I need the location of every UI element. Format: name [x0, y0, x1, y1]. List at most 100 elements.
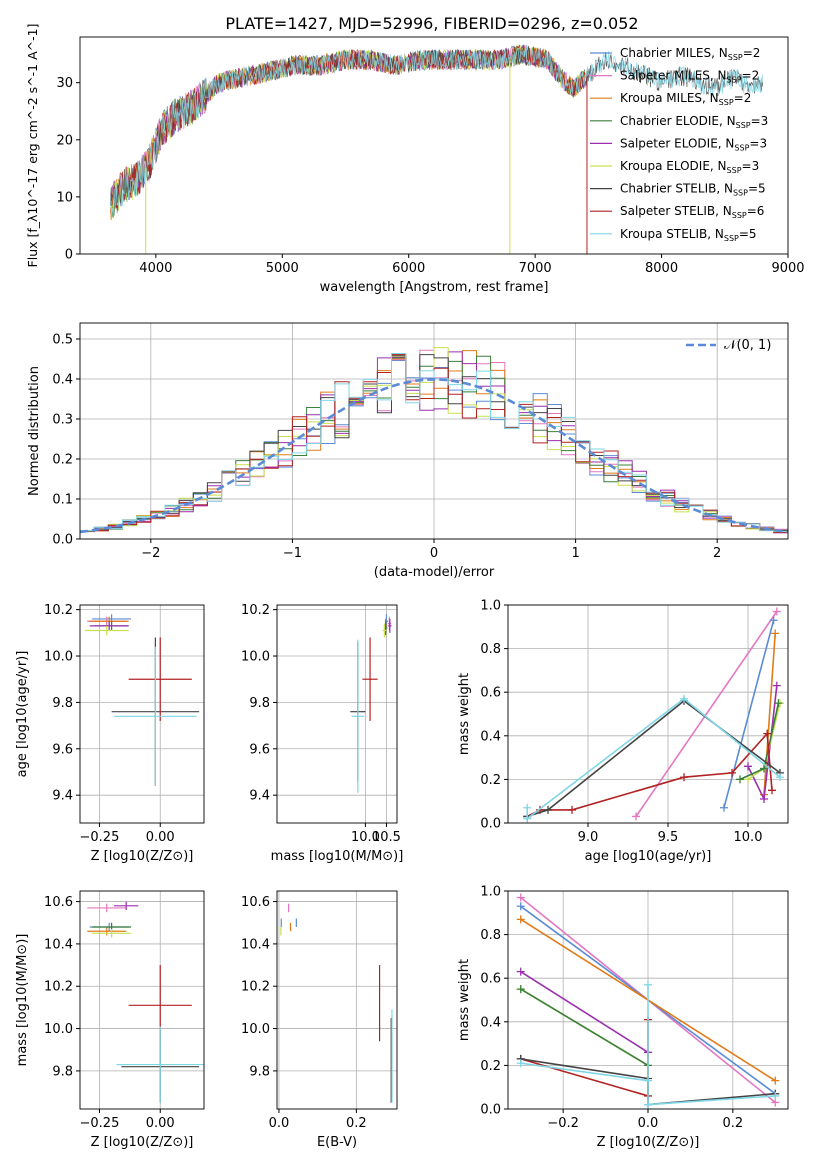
y-tick-label: 10.2 — [44, 603, 73, 618]
x-tick-label: 6000 — [392, 261, 425, 276]
y-tick-label: 9.8 — [52, 1064, 73, 1079]
data-point — [728, 768, 736, 777]
series-line — [520, 984, 776, 1106]
x-tick-label: 0.0 — [638, 1116, 659, 1131]
x-tick-label: 0.00 — [146, 1116, 175, 1131]
panel-mass-vs-Z: −0.25 0.00 9.8 10.0 10.2 10.4 10.6 Z [log10(Z/Z… — [15, 890, 205, 1150]
series — [523, 729, 776, 821]
legend-tail: =2 — [742, 69, 760, 83]
series-line — [635, 611, 778, 817]
spectrum-line-chabrier-miles — [110, 44, 586, 214]
data-point — [772, 681, 781, 690]
spectrum-line-kroupa-stelib — [109, 46, 764, 217]
plot-area — [80, 891, 204, 1109]
legend-entry: Chabrier STELIB, NSSP=5 — [620, 182, 766, 198]
x-tick-label: 0.0 — [269, 1116, 290, 1131]
spectrum-line-salpeter-miles — [109, 45, 586, 219]
data-point — [736, 775, 744, 784]
axes-frame — [79, 890, 205, 1110]
x-axis-label: Z [log10(Z/Z⊙)] — [91, 849, 194, 864]
legend-sub: SSP — [728, 53, 743, 62]
legend-sub: SSP — [727, 76, 742, 85]
plot-area — [80, 605, 204, 823]
errorbar — [87, 926, 127, 936]
plot-clip — [350, 614, 392, 793]
x-tick-label: 5000 — [266, 261, 299, 276]
spectrum-line-kroupa-elodie — [109, 45, 586, 220]
y-tick-label: 0.2 — [480, 773, 501, 788]
axes-frame — [79, 604, 205, 824]
data-point — [644, 980, 652, 989]
series — [632, 607, 781, 821]
legend-tail: =2 — [734, 91, 752, 105]
legend-entry: Salpeter STELIB, NSSP=6 — [620, 204, 764, 220]
x-tick-label: −0.2 — [547, 1116, 579, 1131]
figure-title: PLATE=1427, MJD=52996, FIBERID=0296, z=0… — [225, 14, 638, 33]
plot-clip — [280, 903, 393, 1103]
y-tick-label: 0.6 — [480, 972, 501, 987]
data-point — [680, 773, 688, 782]
legend-sub: SSP — [727, 166, 742, 175]
errorbar — [89, 621, 129, 631]
y-tick-label: 0.0 — [480, 1103, 501, 1118]
x-tick-label: −0.25 — [80, 1116, 120, 1131]
y-tick-label: 0.0 — [52, 533, 73, 548]
series-line — [520, 1019, 649, 1097]
data-point — [744, 762, 752, 771]
x-tick-label: 10.0 — [351, 830, 380, 845]
legend-entry: Salpeter ELODIE, NSSP=3 — [620, 136, 767, 152]
x-tick-label: 0.00 — [146, 830, 175, 845]
data-point — [544, 805, 552, 814]
x-axis-label: Z [log10(Z/Z⊙)] — [597, 1135, 700, 1150]
x-tick-label: 4000 — [139, 261, 172, 276]
x-tick-label: 1 — [571, 546, 579, 561]
y-tick-label: 0 — [65, 248, 73, 263]
x-tick-label: 0 — [430, 546, 438, 561]
legend-entry: Kroupa MILES, NSSP=2 — [620, 91, 751, 107]
axes-frame — [507, 604, 789, 824]
data-point — [772, 607, 781, 616]
y-tick-label: 0.1 — [52, 493, 73, 508]
panel-residuals: −2 −1 0 1 2 0.0 0.1 0.2 0.3 0.4 0.5 (data-model)/er… — [27, 322, 789, 580]
legend-text: Kroupa MILES, N — [620, 91, 719, 105]
y-axis-label: Flux [f_λ10^-17 erg cm^-2 s^-1 A^-1] — [25, 24, 40, 268]
errorbar — [388, 618, 392, 633]
spectrum-line-kroupa-miles — [109, 46, 586, 220]
data-point — [680, 694, 688, 703]
series — [516, 1015, 652, 1100]
y-tick-label: 20 — [56, 133, 73, 148]
data-point — [760, 795, 768, 804]
data-point — [644, 1076, 652, 1085]
y-axis-label: Normed distribution — [27, 366, 42, 496]
x-tick-label: 0.2 — [723, 1116, 744, 1131]
x-axis-label: (data-model)/error — [374, 565, 495, 580]
y-tick-label: 0.5 — [52, 333, 73, 348]
legend-tail: =2 — [743, 46, 761, 60]
legend-entry: Kroupa ELODIE, NSSP=3 — [620, 159, 759, 175]
series — [736, 699, 783, 784]
y-tick-label: 10.6 — [44, 895, 73, 910]
data-point — [516, 915, 525, 924]
spectrum-line-chabrier-elodie — [109, 45, 586, 218]
x-tick-label: −2 — [141, 546, 160, 561]
series — [523, 694, 784, 823]
legend-text: Salpeter STELIB, N — [620, 204, 732, 218]
errorbar — [92, 929, 132, 938]
y-tick-label: 9.6 — [249, 742, 270, 757]
histogram-salpeter-stelib — [80, 353, 788, 534]
gaussian-curve — [80, 378, 788, 534]
plot-clip — [109, 44, 764, 254]
y-axis-label: age [log10(age/yr)] — [15, 651, 30, 778]
x-tick-label: 7000 — [519, 261, 552, 276]
plot-clip — [84, 614, 200, 786]
plot-area — [277, 605, 397, 823]
data-point — [769, 616, 778, 625]
y-tick-label: 0.8 — [480, 928, 501, 943]
x-tick-label: −1 — [283, 546, 302, 561]
x-axis-label: age [log10(age/yr)] — [585, 849, 712, 864]
legend-entry: Chabrier MILES, NSSP=2 — [620, 46, 760, 62]
y-tick-label: 10.2 — [44, 980, 73, 995]
series — [744, 681, 781, 804]
x-axis-label: wavelength [Angstrom, rest frame] — [320, 280, 549, 295]
legend: 𝒩(0, 1) — [686, 338, 771, 353]
